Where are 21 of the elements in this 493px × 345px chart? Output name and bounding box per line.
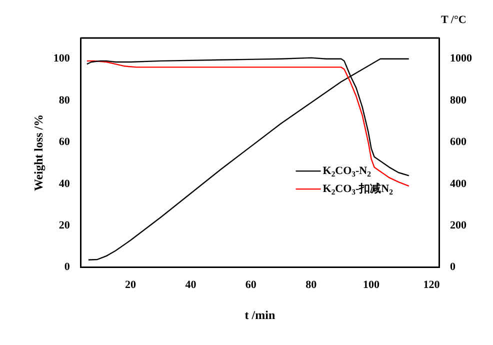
y-tick-label: 0 xyxy=(64,261,70,274)
y-tick-label: 80 xyxy=(58,94,70,106)
x-axis-title: t /min xyxy=(244,308,276,322)
y-axis-title: Weight loss /% xyxy=(31,114,46,192)
y2-tick-label: 1000 xyxy=(450,52,472,65)
y2-tick-label: 800 xyxy=(450,94,467,106)
y2-tick-label: 200 xyxy=(450,220,467,232)
y2-tick-label: 600 xyxy=(450,136,467,148)
x-tick-label: 60 xyxy=(245,278,257,291)
y2-tick-label: 0 xyxy=(450,261,456,274)
x-tick-label: 20 xyxy=(125,278,137,291)
y-tick-label: 40 xyxy=(58,178,70,190)
y2-axis-title: T /°C xyxy=(441,14,466,26)
y-tick-label: 100 xyxy=(53,52,70,65)
y2-tick-label: 400 xyxy=(450,178,467,190)
x-tick-label: 120 xyxy=(423,278,440,291)
y-tick-label: 60 xyxy=(58,136,70,148)
x-tick-label: 100 xyxy=(363,278,380,291)
x-tick-label: 40 xyxy=(185,278,197,291)
x-tick-label: 80 xyxy=(306,278,318,291)
y-tick-label: 20 xyxy=(58,220,70,232)
